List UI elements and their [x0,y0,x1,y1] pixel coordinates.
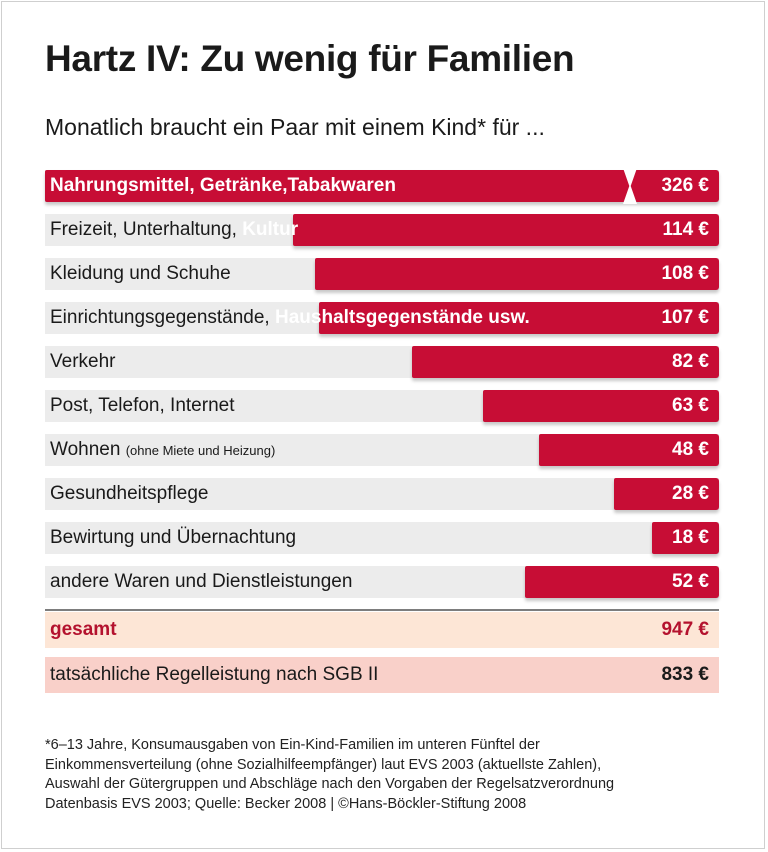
bar-row: Post, Telefon, Internet 63 € [45,390,719,422]
bar-label-part: Freizeit, Unterhaltung, [50,219,243,240]
value-label: 326 € [661,175,709,196]
bar-label-part: Kultur [242,219,299,240]
bar-label-part: Verkehr [50,351,116,372]
bar-label: Kleidung und Schuhe [50,258,231,290]
benefit-value: 833 € [661,664,709,685]
bar-row: Nahrungsmittel, Getränke,Tabakwaren 326 € [45,168,719,204]
footnote-line: Datenbasis EVS 2003; Quelle: Becker 2008… [45,795,527,812]
value-label: 63 € [672,395,709,416]
bar-label-part: andere Waren und Dienstleistungen [50,571,353,592]
value-label: 82 € [672,351,709,372]
bar-label-part: Nahrungsmittel, Getränke,Tabakwaren [50,175,396,196]
footnote: *6–13 Jahre, Konsumausgaben von Ein-Kind… [45,736,614,814]
bar [318,302,719,334]
bar-row: Bewirtung und Übernachtung 18 € [45,522,719,554]
bar-row: Kleidung und Schuhe 108 € [45,258,719,290]
value-label: 114 € [662,219,710,240]
bar-label: Einrichtungsgegenstände, Haushaltsgegens… [50,302,530,334]
bar-label: Verkehr [50,346,115,378]
benefit-label: tatsächliche Regelleistung nach SGB II [50,664,379,685]
bar-label: Freizeit, Unterhaltung, Kultur [50,214,298,246]
value-label: 107 € [661,307,709,328]
bar-label: andere Waren und Dienstleistungen [50,566,352,598]
chart-subtitle: Monatlich braucht ein Paar mit einem Kin… [45,114,545,140]
bar-row: Wohnen (ohne Miete und Heizung) 48 € [45,434,719,466]
bar-label-part: Post, Telefon, Internet [50,395,235,416]
footnote-line: Auswahl der Gütergruppen und Abschläge n… [45,776,615,792]
bar-label-part: (ohne Miete und Heizung) [125,443,276,458]
bar-label-part: Gesundheitspflege [50,483,209,504]
bar-label: Nahrungsmittel, Getränke,Tabakwaren [50,170,396,202]
bar-label: Bewirtung und Übernachtung [50,522,296,554]
bar [483,390,719,422]
footnote-line: *6–13 Jahre, Konsumausgaben von Ein-Kind… [45,737,540,753]
total-label: gesamt [50,619,117,640]
axis-break [623,168,637,204]
benefit-row: tatsächliche Regelleistung nach SGB II 8… [45,657,719,693]
footnote-line: Einkommensverteilung (ohne Sozialhilfeem… [45,756,602,773]
bar-label: Gesundheitspflege [50,478,208,510]
bar [412,346,719,378]
divider [45,609,719,611]
value-label: 48 € [672,439,709,460]
bar-row: Verkehr 82 € [45,346,719,378]
total-value: 947 € [661,619,709,640]
bar-label-part: Kleidung und Schuhe [50,263,231,284]
value-label: 108 € [661,263,709,284]
bar-row: Einrichtungsgegenstände, Haushaltsgegens… [45,302,719,334]
bar-label: Post, Telefon, Internet [50,390,235,422]
bar [292,214,719,246]
bar [651,522,719,554]
bar-row: Freizeit, Unterhaltung, Kultur 114 € [45,214,719,246]
bar-row: andere Waren und Dienstleistungen 52 € [45,566,719,598]
bar [614,478,719,510]
bar-label: Wohnen (ohne Miete und Heizung) [50,434,275,467]
bar [539,434,719,466]
value-label: 28 € [672,483,709,504]
chart-title: Hartz IV: Zu wenig für Familien [45,38,575,79]
bar-row: Gesundheitspflege 28 € [45,478,719,510]
total-row: gesamt 947 € [45,612,719,648]
bar-label-part: Wohnen [50,439,126,460]
bar [524,566,719,598]
value-label: 52 € [672,571,709,592]
bar-label-part: Bewirtung und Übernachtung [50,527,297,548]
bar [45,170,719,202]
bar-label-part: Haushaltsgegenstände usw. [275,307,530,328]
bar-label-part: Einrichtungsgegenstände, [50,307,275,328]
bar [315,258,719,290]
value-label: 18 € [672,527,709,548]
